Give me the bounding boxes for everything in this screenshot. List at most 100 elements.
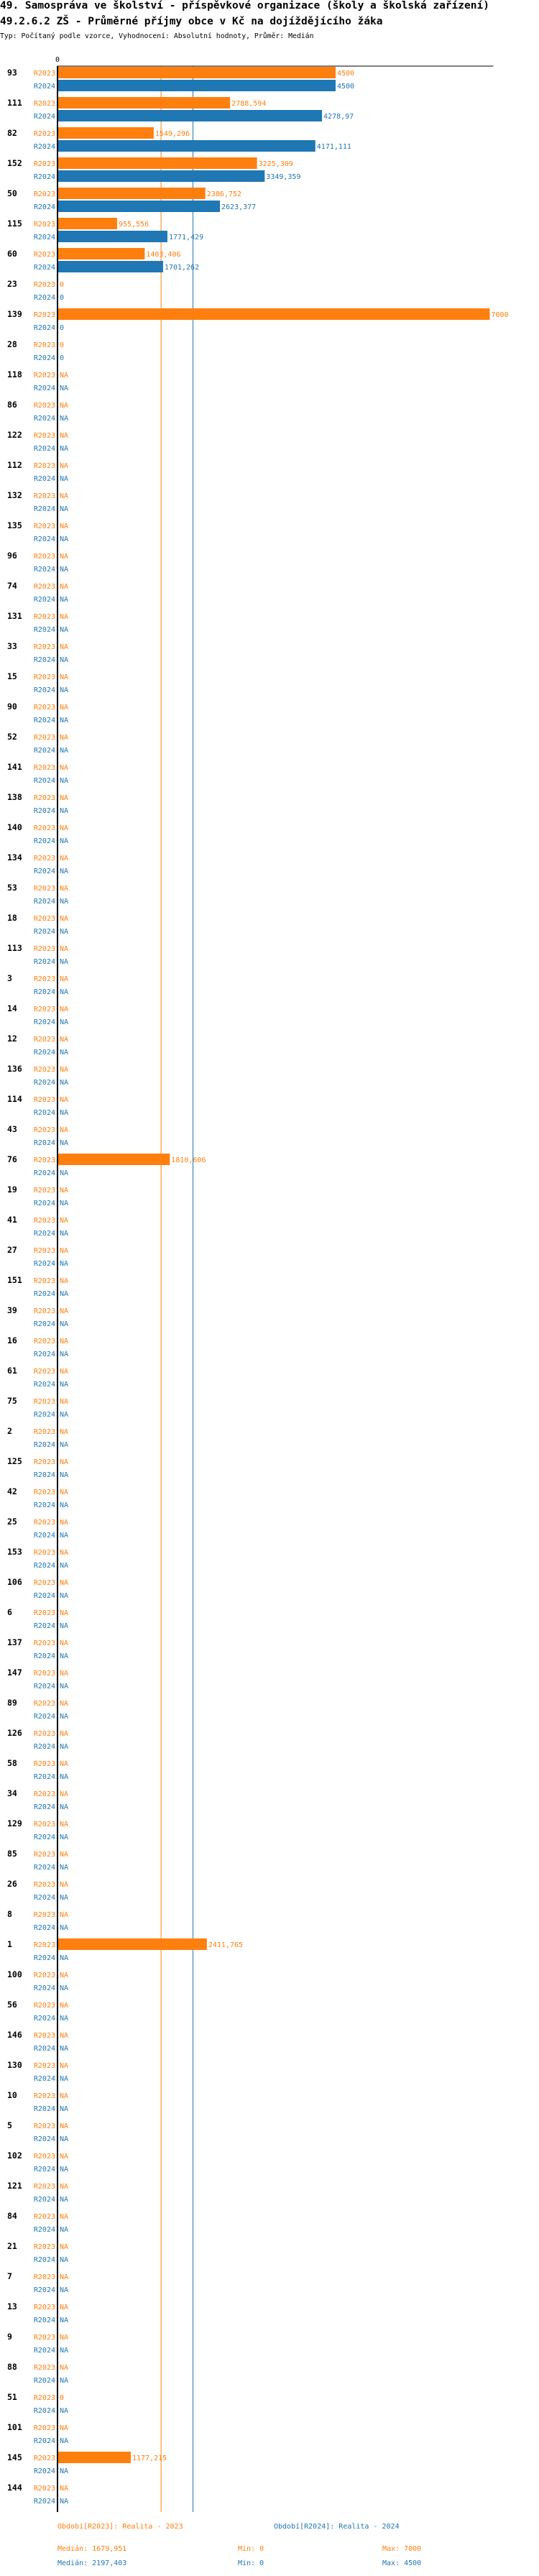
series-label: R2024 bbox=[34, 2286, 55, 2294]
series-label: R2024 bbox=[34, 1109, 55, 1117]
value-label: NA bbox=[60, 656, 68, 664]
value-label: 1701,262 bbox=[165, 264, 199, 272]
category-label: 147 bbox=[7, 1668, 22, 1678]
series-label: R2023 bbox=[34, 70, 55, 78]
series-label: R2024 bbox=[34, 324, 55, 332]
category-label: 100 bbox=[7, 1969, 22, 1979]
category-label: 14 bbox=[7, 1003, 17, 1013]
bar-r2023 bbox=[58, 248, 145, 259]
value-label: NA bbox=[60, 1126, 68, 1134]
series-label: R2024 bbox=[34, 2256, 55, 2264]
value-label: NA bbox=[60, 824, 68, 832]
series-label: R2023 bbox=[34, 1458, 55, 1466]
value-label: NA bbox=[60, 2092, 68, 2100]
series-label: R2023 bbox=[34, 221, 55, 229]
series-label: R2023 bbox=[34, 1639, 55, 1647]
value-label: NA bbox=[60, 462, 68, 470]
bar-r2023 bbox=[58, 1154, 170, 1165]
series-label: R2023 bbox=[34, 583, 55, 591]
series-label: R2024 bbox=[34, 1501, 55, 1509]
series-label: R2023 bbox=[34, 2092, 55, 2100]
series-label: R2023 bbox=[34, 2485, 55, 2493]
series-label: R2023 bbox=[34, 885, 55, 893]
value-label: NA bbox=[60, 1260, 68, 1268]
series-label: R2023 bbox=[34, 372, 55, 380]
category-label: 10 bbox=[7, 2090, 17, 2100]
value-label: NA bbox=[60, 523, 68, 530]
category-label: 126 bbox=[7, 1728, 22, 1738]
series-label: R2024 bbox=[34, 1713, 55, 1721]
series-label: R2024 bbox=[34, 2347, 55, 2355]
series-label: R2024 bbox=[34, 2135, 55, 2143]
value-label: NA bbox=[60, 2166, 68, 2174]
series-label: R2024 bbox=[34, 203, 55, 211]
series-label: R2023 bbox=[34, 1911, 55, 1919]
series-label: R2024 bbox=[34, 1320, 55, 1328]
series-label: R2023 bbox=[34, 1579, 55, 1587]
value-label: NA bbox=[60, 1200, 68, 1208]
series-label: R2024 bbox=[34, 898, 55, 906]
value-label: NA bbox=[60, 2304, 68, 2312]
value-label: NA bbox=[60, 402, 68, 410]
value-label: NA bbox=[60, 2075, 68, 2083]
value-label: NA bbox=[60, 2364, 68, 2372]
series-label: R2024 bbox=[34, 1200, 55, 1208]
chart-subtitle: 49.2.6.2 ZŠ - Průměrné příjmy obce v Kč … bbox=[0, 16, 383, 27]
category-label: 140 bbox=[7, 822, 22, 832]
category-label: 61 bbox=[7, 1366, 17, 1376]
series-label: R2024 bbox=[34, 2467, 55, 2475]
value-label: NA bbox=[60, 1277, 68, 1285]
value-label: NA bbox=[60, 855, 68, 862]
series-label: R2024 bbox=[34, 143, 55, 151]
series-label: R2023 bbox=[34, 2213, 55, 2221]
value-label: 2623,377 bbox=[221, 203, 256, 211]
value-label: NA bbox=[60, 868, 68, 875]
category-label: 134 bbox=[7, 852, 22, 862]
series-label: R2023 bbox=[34, 734, 55, 742]
category-label: 53 bbox=[7, 883, 17, 893]
series-label: R2023 bbox=[34, 130, 55, 138]
value-label: 3349,359 bbox=[266, 173, 300, 181]
category-label: 112 bbox=[7, 460, 22, 470]
x-tick-label: 0 bbox=[55, 56, 60, 64]
value-label: NA bbox=[60, 2424, 68, 2432]
series-label: R2023 bbox=[34, 100, 55, 108]
category-label: 28 bbox=[7, 339, 17, 349]
series-label: R2023 bbox=[34, 1307, 55, 1315]
series-label: R2023 bbox=[34, 613, 55, 621]
category-label: 50 bbox=[7, 188, 17, 198]
value-label: NA bbox=[60, 1911, 68, 1919]
series-label: R2023 bbox=[34, 1096, 55, 1104]
value-label: 7000 bbox=[491, 311, 508, 319]
value-label: NA bbox=[60, 1700, 68, 1708]
category-label: 111 bbox=[7, 98, 22, 108]
value-label: NA bbox=[60, 2286, 68, 2294]
value-label: 3225,309 bbox=[259, 160, 293, 168]
category-label: 43 bbox=[7, 1124, 17, 1134]
series-label: R2024 bbox=[34, 566, 55, 574]
category-label: 85 bbox=[7, 1849, 17, 1859]
series-label: R2023 bbox=[34, 1398, 55, 1406]
series-label: R2023 bbox=[34, 281, 55, 289]
category-label: 106 bbox=[7, 1577, 22, 1587]
series-label: R2024 bbox=[34, 415, 55, 423]
series-label: R2024 bbox=[34, 1894, 55, 1902]
series-label: R2024 bbox=[34, 2045, 55, 2053]
series-label: R2024 bbox=[34, 1230, 55, 1238]
bar-r2024 bbox=[58, 80, 336, 91]
chart-title: 49. Samospráva ve školství - příspěvkové… bbox=[0, 0, 489, 12]
category-label: 114 bbox=[7, 1094, 22, 1104]
value-label: NA bbox=[60, 1381, 68, 1389]
category-label: 144 bbox=[7, 2483, 22, 2493]
value-label: NA bbox=[60, 1471, 68, 1479]
value-label: NA bbox=[60, 1247, 68, 1255]
value-label: NA bbox=[60, 2407, 68, 2415]
value-label: NA bbox=[60, 2213, 68, 2221]
series-label: R2023 bbox=[34, 2062, 55, 2070]
series-label: R2024 bbox=[34, 385, 55, 392]
category-label: 89 bbox=[7, 1698, 17, 1708]
value-label: NA bbox=[60, 2437, 68, 2445]
series-label: R2023 bbox=[34, 1760, 55, 1768]
value-label: NA bbox=[60, 1079, 68, 1087]
category-label: 18 bbox=[7, 913, 17, 923]
